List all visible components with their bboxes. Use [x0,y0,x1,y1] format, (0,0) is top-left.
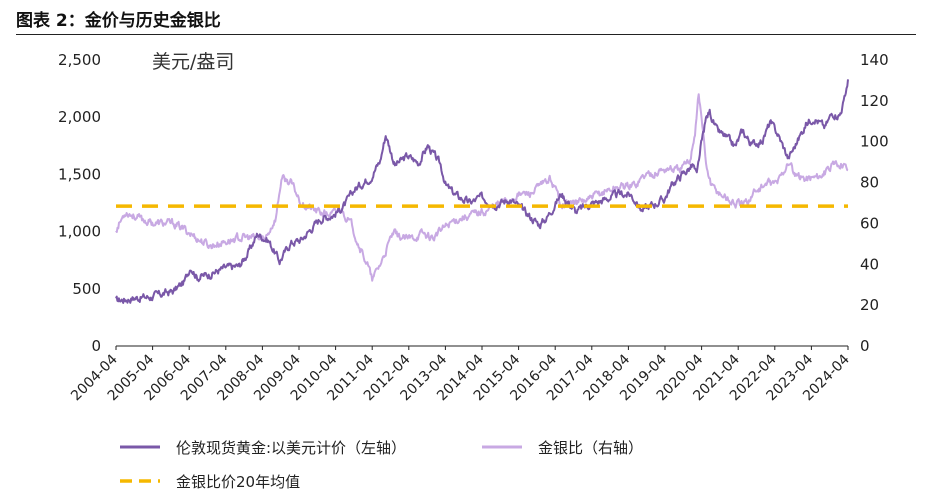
right-y-tick-label: 20 [860,296,879,314]
right-y-tick-label: 60 [860,214,879,232]
left-y-tick-label: 500 [72,280,101,298]
unit-label: 美元/盎司 [152,51,234,73]
legend-gold-price-label: 伦敦现货黄金:以美元计价（左轴） [176,439,406,457]
figure-title: 图表 2：金价与历史金银比 [16,11,221,31]
legend-ratio-mean-label: 金银比价20年均值 [176,473,300,491]
title-rule [16,34,916,35]
gold-price-line [115,79,849,304]
right-y-tick-label: 120 [860,92,889,110]
right-y-tick-label: 140 [860,51,889,69]
left-y-tick-label: 0 [91,337,101,355]
left-y-tick-label: 2,500 [58,51,101,69]
legend: 伦敦现货黄金:以美元计价（左轴） 金银比（右轴） 金银比价20年均值 [120,439,643,491]
legend-gold-silver-ratio-label: 金银比（右轴） [538,439,643,457]
gold-silver-ratio-line [115,93,849,282]
left-y-tick-label: 1,000 [58,223,101,241]
right-y-tick-label: 80 [860,174,879,192]
right-y-tick-label: 40 [860,255,879,273]
left-y-tick-label: 2,000 [58,108,101,126]
left-y-tick-label: 1,500 [58,165,101,183]
right-y-tick-label: 100 [860,133,889,151]
right-y-tick-label: 0 [860,337,870,355]
